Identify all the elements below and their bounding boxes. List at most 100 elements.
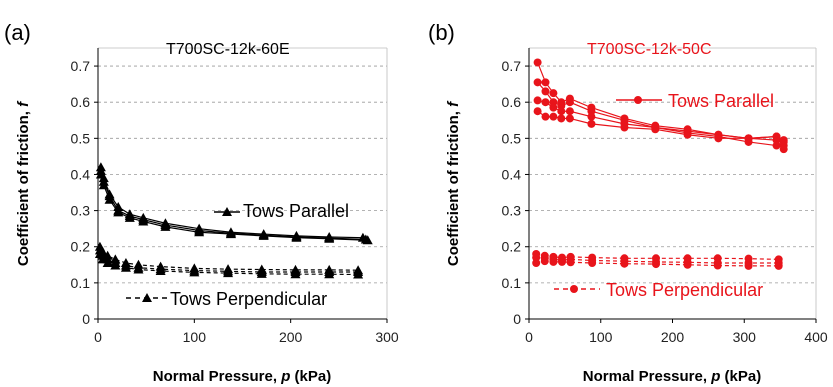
data-point bbox=[291, 232, 302, 242]
data-point bbox=[620, 259, 629, 268]
y-axis-label: Coefficient of friction, f bbox=[15, 100, 32, 266]
x-axis-label-part: p bbox=[280, 368, 290, 385]
data-point bbox=[324, 269, 335, 279]
data-point bbox=[110, 260, 121, 270]
data-point bbox=[779, 136, 788, 145]
data-point bbox=[102, 257, 113, 267]
x-axis-label: Normal Pressure, p (kPa) bbox=[153, 368, 331, 385]
x-tick-label: 100 bbox=[183, 329, 207, 345]
data-point bbox=[774, 261, 783, 270]
y-tick-label: 0.2 bbox=[71, 239, 91, 255]
x-tick-label: 400 bbox=[804, 329, 828, 345]
data-point bbox=[587, 112, 596, 121]
x-tick-label: 300 bbox=[375, 329, 399, 345]
x-axis-label: Normal Pressure, p (kPa) bbox=[583, 368, 761, 385]
data-point bbox=[120, 262, 131, 272]
y-axis-label: Coefficient of friction, f bbox=[445, 100, 462, 266]
data-point bbox=[683, 260, 692, 269]
data-point bbox=[533, 107, 542, 116]
x-axis-label-part: Normal Pressure, bbox=[153, 368, 281, 385]
data-point bbox=[533, 78, 542, 87]
data-point bbox=[98, 180, 109, 190]
data-point bbox=[620, 123, 629, 132]
y-tick-label: 0.7 bbox=[71, 58, 91, 74]
y-tick-label: 0.6 bbox=[502, 94, 522, 110]
data-point bbox=[558, 257, 567, 266]
data-point bbox=[565, 114, 574, 123]
series-5 bbox=[94, 248, 364, 279]
data-point bbox=[258, 230, 269, 240]
legend-label: Tows Perpendicular bbox=[606, 280, 763, 300]
data-point bbox=[587, 119, 596, 128]
y-tick-label: 0.3 bbox=[502, 203, 522, 219]
data-point bbox=[104, 194, 115, 204]
legend-label: Tows Parallel bbox=[668, 91, 774, 111]
legend-marker bbox=[142, 293, 152, 302]
y-tick-label: 0 bbox=[82, 311, 90, 327]
x-tick-label: 200 bbox=[661, 329, 685, 345]
series-6 bbox=[532, 257, 783, 270]
data-point bbox=[189, 267, 200, 277]
y-tick-label: 0.4 bbox=[502, 166, 522, 182]
legend-marker bbox=[570, 285, 578, 293]
data-point bbox=[565, 98, 574, 107]
chart-panel-a: (a) 0 0.1 0.2 0.3 0.4 0.5 0.6 0.7 0 100 200 300 Norma… bbox=[4, 20, 399, 385]
data-point bbox=[549, 257, 558, 266]
data-point bbox=[744, 261, 753, 270]
x-axis-label-part: Normal Pressure, bbox=[583, 368, 711, 385]
y-axis-label-part: f bbox=[445, 100, 462, 107]
legend-label: Tows Perpendicular bbox=[170, 289, 327, 309]
legend-entry: Tows Parallel bbox=[214, 201, 349, 221]
data-point bbox=[557, 114, 566, 123]
data-point bbox=[557, 107, 566, 116]
legend-entry: Tows Perpendicular bbox=[126, 289, 327, 309]
chart-panel-b: (b) 0 0.1 0.2 0.3 0.4 0.5 0.6 0.7 0 100 200 300 400 No… bbox=[428, 20, 828, 385]
data-point bbox=[541, 112, 550, 121]
y-tick-label: 0 bbox=[513, 311, 521, 327]
data-point bbox=[566, 258, 575, 267]
data-point bbox=[549, 112, 558, 121]
panel-label: (a) bbox=[4, 20, 31, 45]
y-axis-label-part: Coefficient of friction, bbox=[445, 107, 462, 266]
data-point bbox=[541, 87, 550, 96]
legend-label: Tows Parallel bbox=[243, 201, 349, 221]
data-point bbox=[290, 269, 301, 279]
data-point bbox=[138, 216, 149, 226]
x-axis-label-part: (kPa) bbox=[290, 368, 331, 385]
y-tick-label: 0.2 bbox=[502, 239, 522, 255]
data-point bbox=[540, 257, 549, 266]
data-point bbox=[160, 221, 171, 231]
y-tick-label: 0.3 bbox=[71, 203, 91, 219]
data-point bbox=[549, 103, 558, 112]
data-point bbox=[225, 229, 236, 239]
series-3 bbox=[533, 107, 788, 145]
legend-marker bbox=[222, 207, 232, 216]
legend-marker bbox=[634, 96, 642, 104]
data-point bbox=[533, 58, 542, 67]
x-axis-label-part: p bbox=[710, 368, 720, 385]
data-point bbox=[651, 260, 660, 269]
data-point bbox=[541, 78, 550, 87]
series-2 bbox=[95, 169, 373, 245]
data-point bbox=[549, 89, 558, 98]
data-point bbox=[256, 268, 267, 278]
data-point bbox=[541, 98, 550, 107]
data-point bbox=[223, 268, 234, 278]
y-tick-label: 0.5 bbox=[502, 130, 522, 146]
x-tick-label: 0 bbox=[94, 329, 102, 345]
data-point bbox=[324, 233, 335, 243]
data-point bbox=[772, 141, 781, 150]
y-tick-label: 0.7 bbox=[502, 58, 522, 74]
data-point bbox=[565, 107, 574, 116]
y-axis-label-part: f bbox=[15, 100, 32, 107]
data-point bbox=[362, 235, 373, 245]
data-point bbox=[133, 264, 144, 274]
data-point bbox=[124, 212, 135, 222]
y-tick-label: 0.6 bbox=[71, 94, 91, 110]
data-point bbox=[95, 169, 106, 179]
chart-title: T700SC-12k-60E bbox=[166, 41, 290, 58]
data-point bbox=[714, 134, 723, 143]
data-point bbox=[155, 265, 166, 275]
y-tick-label: 0.4 bbox=[71, 166, 91, 182]
